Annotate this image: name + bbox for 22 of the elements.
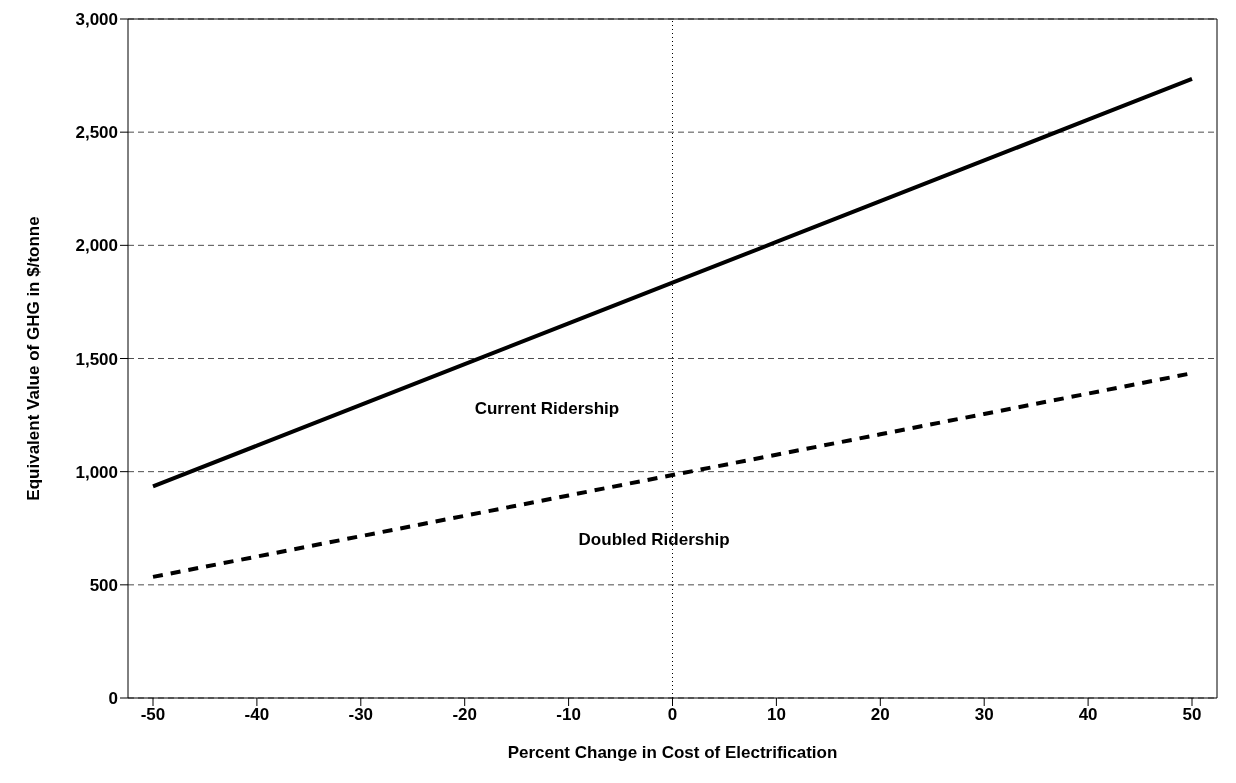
y-tick-label: 0: [108, 689, 118, 709]
y-axis-title: Equivalent Value of GHG in $/tonne: [24, 216, 44, 501]
x-tick-label: -30: [348, 705, 374, 725]
y-tick-label: 2,500: [75, 123, 118, 143]
y-tick-label: 2,000: [75, 236, 118, 256]
x-tick-label: 10: [766, 705, 786, 725]
x-tick-label: -50: [140, 705, 166, 725]
text: Current Ridership: [474, 399, 620, 419]
x-tick-label: 20: [870, 705, 890, 725]
text: Doubled Ridership: [578, 530, 730, 550]
x-axis-title: Percent Change in Cost of Electrification: [507, 743, 838, 762]
y-tick-label: 1,000: [75, 462, 118, 482]
y-tick-label: 1,500: [75, 349, 118, 369]
y-tick-label: 3,000: [75, 10, 118, 30]
x-tick-label: -40: [244, 705, 270, 725]
x-tick-label: 0: [667, 705, 678, 725]
x-tick-label: 50: [1182, 705, 1202, 725]
x-tick-label: 40: [1078, 705, 1098, 725]
x-tick-label: 30: [974, 705, 994, 725]
x-tick-label: -20: [452, 705, 477, 725]
y-tick-label: 500: [89, 575, 118, 595]
x-tick-label: -10: [556, 705, 581, 725]
